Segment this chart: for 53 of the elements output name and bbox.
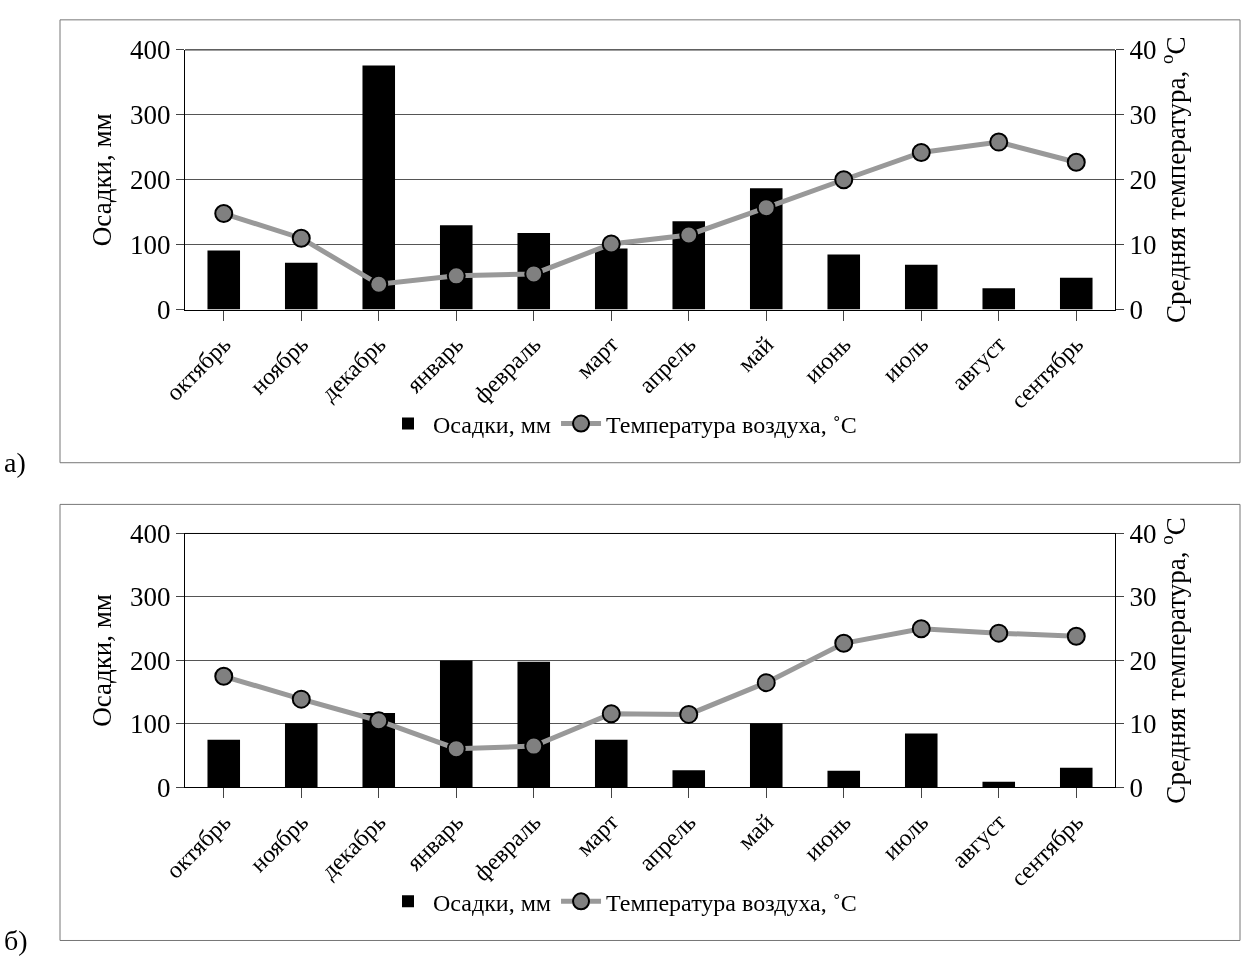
point	[756, 198, 776, 218]
y2-tick-label: 10	[1129, 230, 1157, 261]
point	[679, 225, 699, 245]
y-tick-label: 0	[157, 295, 171, 326]
y2-tick-label: 10	[1129, 709, 1157, 740]
y-tick-label: 300	[130, 582, 171, 613]
point	[834, 633, 854, 653]
legend-label: Температура воздуха, ˚C	[606, 411, 857, 438]
y-tick-label: 400	[130, 518, 171, 549]
point	[989, 132, 1009, 152]
legend-label: Температура воздуха, ˚C	[606, 889, 857, 916]
y2-tick-label: 30	[1129, 100, 1157, 131]
x-tick-label: май	[732, 808, 779, 855]
point	[989, 623, 1009, 643]
point	[834, 170, 854, 190]
text: а)	[4, 447, 26, 478]
y-tick-label: 0	[157, 772, 171, 803]
y2-tick-label: 0	[1129, 772, 1143, 803]
point	[1066, 152, 1086, 172]
point	[911, 619, 931, 639]
y2-tick-label: 0	[1129, 295, 1143, 326]
y-tick-label: 200	[130, 165, 171, 196]
point	[369, 711, 389, 731]
y2-tick-label: 30	[1129, 582, 1157, 613]
x-tick-label: май	[732, 330, 779, 377]
y-axis-title: Осадки, мм	[87, 113, 118, 247]
point	[446, 739, 466, 759]
y2-tick-label: 40	[1129, 35, 1157, 66]
legend-label: Осадки, мм	[433, 411, 552, 438]
y2-tick-label: 20	[1129, 645, 1157, 676]
point	[756, 673, 776, 693]
point	[214, 666, 234, 686]
y-tick-label: 300	[130, 100, 171, 131]
text: б)	[4, 925, 28, 956]
point	[291, 228, 311, 248]
y-tick-label: 400	[130, 35, 171, 66]
point	[601, 704, 621, 724]
point	[291, 689, 311, 709]
y-tick-label: 100	[130, 709, 171, 740]
point	[601, 234, 621, 254]
y-tick-label: 200	[130, 645, 171, 676]
point	[369, 274, 389, 294]
point	[911, 142, 931, 162]
y-tick-label: 100	[130, 230, 171, 261]
point	[524, 736, 544, 756]
legend-label: Осадки, мм	[433, 889, 552, 916]
y2-tick-label: 20	[1129, 165, 1157, 196]
point	[679, 704, 699, 724]
point	[446, 266, 466, 286]
point	[214, 204, 234, 223]
point	[1066, 626, 1086, 646]
y2-tick-label: 40	[1129, 518, 1157, 549]
y-axis-title: Осадки, мм	[87, 594, 118, 727]
